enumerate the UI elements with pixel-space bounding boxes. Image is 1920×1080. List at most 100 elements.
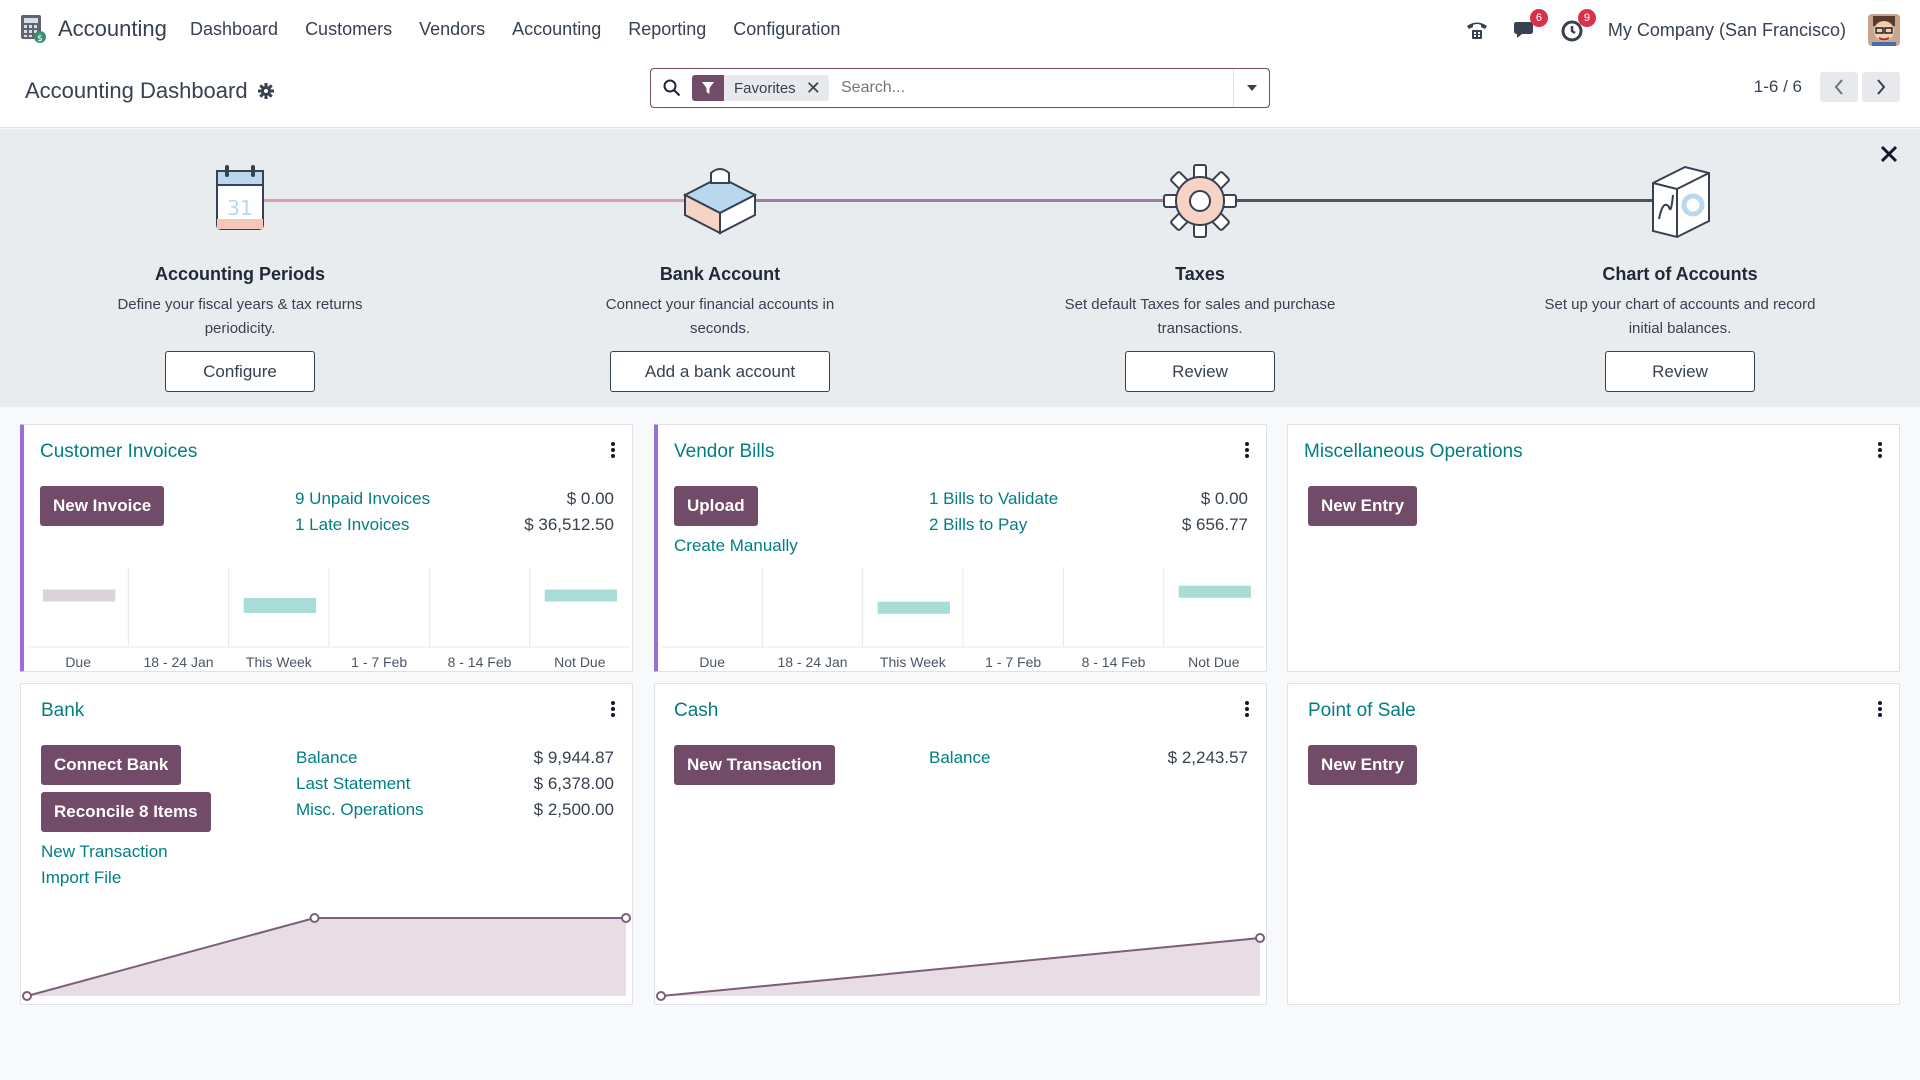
- card-title[interactable]: Cash: [674, 700, 719, 721]
- chart-point: [22, 991, 32, 1001]
- menu-accounting[interactable]: Accounting: [512, 19, 602, 39]
- top-navbar: $ Accounting Dashboard Customers Vendors…: [0, 0, 1920, 60]
- menu-customers[interactable]: Customers: [305, 19, 393, 39]
- caret-down-icon: [1246, 85, 1257, 91]
- pager-previous-button[interactable]: [1820, 72, 1858, 102]
- step-description-line: transactions.: [1157, 320, 1243, 337]
- kebab-menu-icon[interactable]: [1244, 441, 1250, 459]
- user-avatar[interactable]: [1868, 14, 1900, 46]
- chart-bar: [1178, 585, 1251, 598]
- menu-dashboard[interactable]: Dashboard: [190, 19, 279, 39]
- chart-tick-label: Due: [65, 654, 91, 670]
- upload-button[interactable]: Upload: [674, 486, 758, 526]
- journal-card-vendor-bills: Vendor Bills Upload Create Manually 1 Bi…: [654, 424, 1267, 672]
- svg-text:$: $: [37, 34, 43, 44]
- bills-to-pay-amount: $ 656.77: [1181, 515, 1248, 534]
- new-transaction-link[interactable]: New Transaction: [41, 842, 168, 861]
- new-entry-button[interactable]: New Entry: [1308, 486, 1418, 526]
- create-manually-link[interactable]: Create Manually: [674, 536, 798, 555]
- late-invoices-link[interactable]: 1 Late Invoices: [295, 515, 410, 534]
- menu-configuration[interactable]: Configuration: [733, 19, 841, 39]
- kebab-menu-icon[interactable]: [610, 700, 616, 718]
- balance-amount: $ 9,944.87: [533, 748, 614, 767]
- chart-tick-label: 1 - 7 Feb: [351, 654, 407, 670]
- chart-line: [660, 937, 1261, 997]
- step-description: Set default Taxes for sales and purchase…: [1035, 293, 1365, 341]
- search-options-toggle[interactable]: [1233, 69, 1269, 107]
- app-name[interactable]: Accounting: [58, 16, 167, 41]
- taxes-review-button[interactable]: Review: [1125, 351, 1275, 392]
- balance-link[interactable]: Balance: [296, 748, 358, 767]
- chart-bar: [544, 589, 617, 602]
- misc-operations-link[interactable]: Misc. Operations: [296, 800, 424, 819]
- kebab-menu-icon[interactable]: [1877, 700, 1883, 718]
- gear-icon[interactable]: [257, 83, 274, 99]
- pager-next-button[interactable]: [1862, 72, 1900, 102]
- chart-area: [27, 918, 626, 996]
- activities-icon[interactable]: 9: [1560, 9, 1596, 43]
- chart-tick-label: This Week: [246, 654, 313, 670]
- bills-to-validate-amount: $ 0.00: [1200, 489, 1248, 508]
- menu-reporting[interactable]: Reporting: [628, 19, 707, 39]
- misc-operations-amount: $ 2,500.00: [533, 800, 614, 819]
- unpaid-invoices-amount: $ 0.00: [566, 489, 614, 508]
- chart-tick-label: 18 - 24 Jan: [777, 654, 847, 670]
- step-description-line: Define your fiscal years & tax returns: [117, 296, 363, 313]
- progress-line: [240, 199, 720, 202]
- bills-to-validate-link[interactable]: 1 Bills to Validate: [929, 489, 1059, 508]
- chart-tick-label: 8 - 14 Feb: [448, 654, 512, 670]
- kebab-menu-icon[interactable]: [1244, 700, 1250, 718]
- step-description: Set up your chart of accounts and record…: [1515, 293, 1845, 341]
- cog-icon: [1163, 164, 1237, 238]
- chart-bar: [877, 601, 950, 614]
- search-input[interactable]: [841, 75, 1221, 101]
- connect-bank-button[interactable]: Connect Bank: [41, 745, 182, 785]
- step-title: Bank Account: [659, 264, 781, 284]
- step-description-line: Set up your chart of accounts and record: [1544, 296, 1816, 313]
- accounting-app-icon[interactable]: $: [20, 14, 48, 44]
- last-statement-link[interactable]: Last Statement: [296, 774, 411, 793]
- menu-vendors[interactable]: Vendors: [419, 19, 486, 39]
- balance-link[interactable]: Balance: [929, 748, 991, 767]
- kebab-menu-icon[interactable]: [610, 441, 616, 459]
- pager-value[interactable]: 1-6 / 6: [1753, 77, 1802, 96]
- unpaid-invoices-link[interactable]: 9 Unpaid Invoices: [295, 489, 431, 508]
- card-title[interactable]: Miscellaneous Operations: [1304, 441, 1523, 462]
- page-title: Accounting Dashboard: [25, 78, 274, 104]
- chart-tick-label: 1 - 7 Feb: [985, 654, 1041, 670]
- new-entry-button[interactable]: New Entry: [1308, 745, 1418, 785]
- new-invoice-button[interactable]: New Invoice: [40, 486, 165, 526]
- kebab-menu-icon[interactable]: [1877, 441, 1883, 459]
- chart-tick-label: 8 - 14 Feb: [1082, 654, 1146, 670]
- facet-remove-icon[interactable]: ✕: [805, 77, 821, 98]
- chart-point: [309, 913, 320, 923]
- messages-icon[interactable]: 6: [1512, 9, 1548, 43]
- chart-of-accounts-review-button[interactable]: Review: [1605, 351, 1755, 392]
- step-description: Define your fiscal years & tax returns p…: [75, 293, 405, 341]
- card-title[interactable]: Point of Sale: [1308, 700, 1416, 721]
- card-title[interactable]: Customer Invoices: [40, 441, 198, 462]
- new-transaction-button[interactable]: New Transaction: [674, 745, 836, 785]
- control-panel: Accounting Dashboard Favorites ✕ 1-6 / 6: [0, 60, 1920, 128]
- systray: 6 9 My Company (San Francisco): [1464, 9, 1900, 48]
- search-icon[interactable]: [663, 79, 681, 97]
- card-title[interactable]: Bank: [41, 700, 85, 721]
- chart-point: [621, 913, 631, 923]
- onboarding-panel: 31 Accounting Periods Define your fiscal…: [0, 129, 1920, 407]
- close-icon[interactable]: [1880, 145, 1898, 163]
- balance-amount: $ 2,243.57: [1167, 748, 1248, 767]
- pager: 1-6 / 6: [1754, 72, 1900, 102]
- add-bank-account-button[interactable]: Add a bank account: [610, 351, 830, 392]
- company-switcher[interactable]: My Company (San Francisco): [1607, 19, 1846, 40]
- import-file-link[interactable]: Import File: [41, 868, 122, 887]
- bank-building-icon: [682, 168, 758, 235]
- chart-bar: [43, 589, 116, 602]
- reconcile-items-button[interactable]: Reconcile 8 Items: [41, 792, 211, 832]
- bills-to-pay-link[interactable]: 2 Bills to Pay: [929, 515, 1028, 534]
- step-title: Taxes: [1175, 264, 1225, 284]
- phone-icon[interactable]: [1464, 17, 1490, 43]
- card-title[interactable]: Vendor Bills: [674, 441, 775, 462]
- journal-card-point-of-sale: Point of Sale New Entry: [1287, 683, 1900, 1005]
- configure-button[interactable]: Configure: [165, 351, 315, 392]
- calendar-icon: 31: [216, 165, 264, 230]
